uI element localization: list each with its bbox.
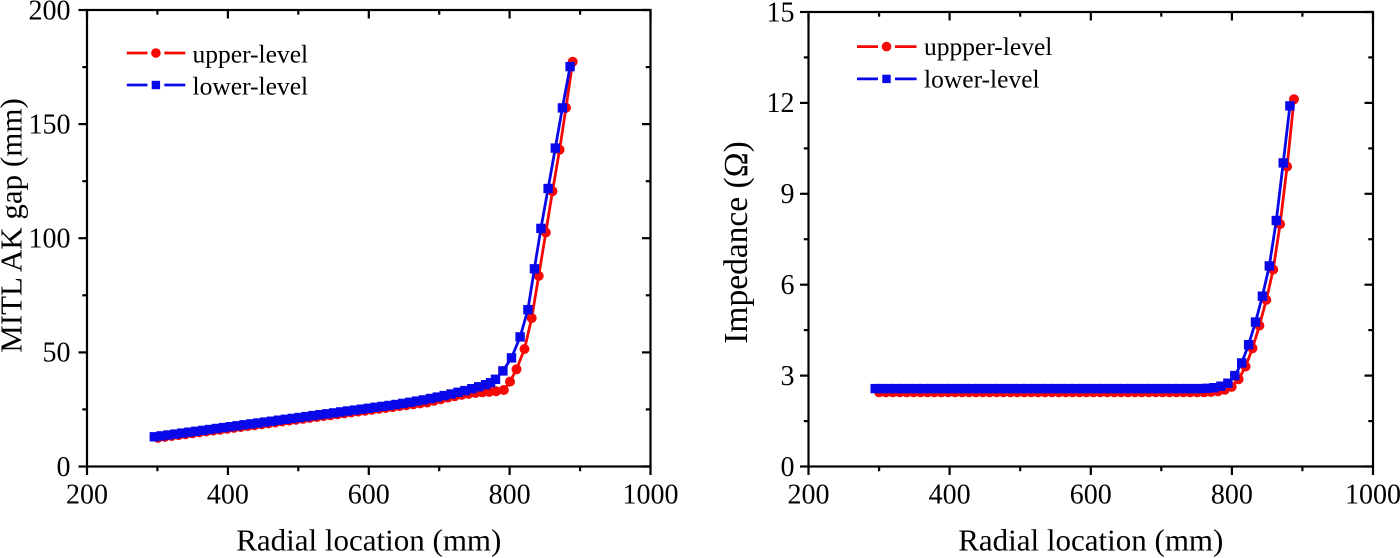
svg-text:15: 15 <box>767 0 795 28</box>
svg-text:9: 9 <box>781 179 795 210</box>
svg-text:200: 200 <box>66 480 108 511</box>
svg-text:upper-level: upper-level <box>193 40 309 69</box>
svg-text:800: 800 <box>489 480 531 511</box>
svg-text:Radial location (mm): Radial location (mm) <box>958 523 1223 558</box>
svg-text:400: 400 <box>929 480 971 511</box>
svg-text:uppper-level: uppper-level <box>924 32 1052 61</box>
svg-text:1000: 1000 <box>623 480 679 511</box>
svg-text:MITL AK gap (mm): MITL AK gap (mm) <box>0 98 29 353</box>
svg-text:100: 100 <box>29 224 71 255</box>
svg-text:600: 600 <box>348 480 390 511</box>
svg-text:200: 200 <box>29 0 71 26</box>
svg-text:Radial location (mm): Radial location (mm) <box>236 523 501 558</box>
svg-text:800: 800 <box>1211 480 1253 511</box>
svg-text:1000: 1000 <box>1345 480 1400 511</box>
svg-text:3: 3 <box>781 361 795 392</box>
svg-text:lower-level: lower-level <box>924 64 1040 93</box>
svg-text:150: 150 <box>29 109 71 140</box>
svg-text:0: 0 <box>57 452 71 483</box>
svg-text:400: 400 <box>207 480 249 511</box>
svg-text:Impedance (Ω): Impedance (Ω) <box>718 141 755 344</box>
svg-text:0: 0 <box>781 452 795 483</box>
svg-text:6: 6 <box>781 270 795 301</box>
svg-text:600: 600 <box>1070 480 1112 511</box>
svg-text:lower-level: lower-level <box>193 72 309 101</box>
svg-text:12: 12 <box>767 88 795 119</box>
svg-text:50: 50 <box>43 338 71 369</box>
svg-text:200: 200 <box>788 480 830 511</box>
